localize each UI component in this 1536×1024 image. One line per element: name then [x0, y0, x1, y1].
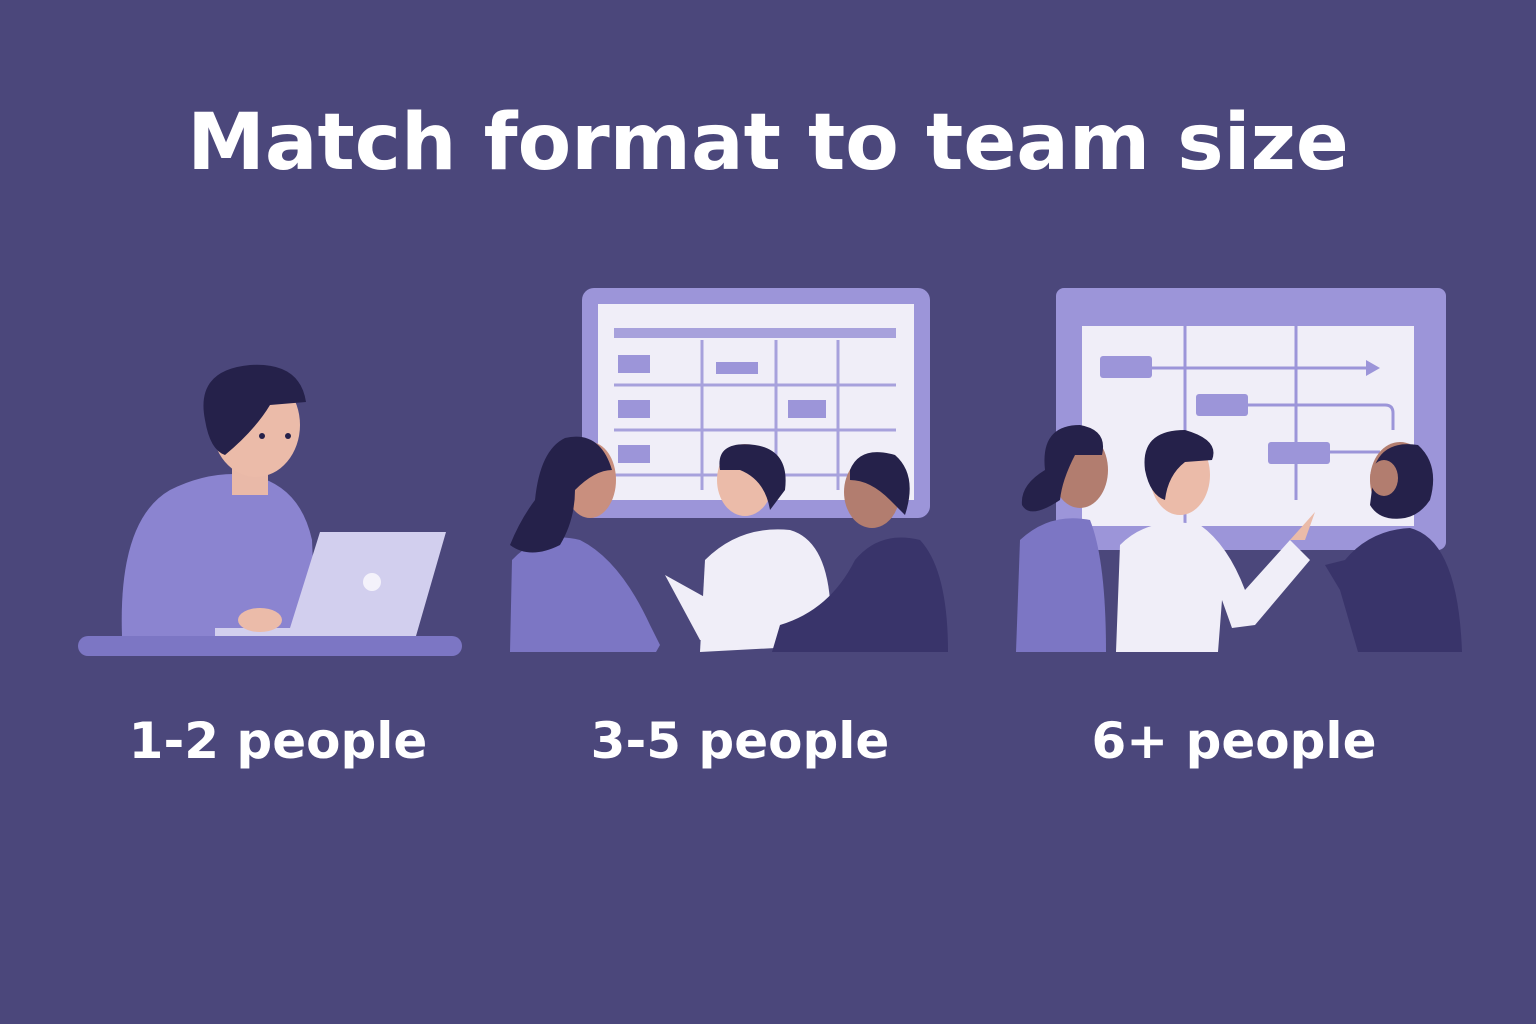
large-team-at-timeline-board-illustration: [1016, 288, 1462, 652]
panel-label-medium: 3-5 people: [590, 712, 890, 770]
panel-label-large: 6+ people: [1091, 712, 1377, 770]
person-with-laptop-illustration: [78, 364, 462, 656]
panel-label-small: 1-2 people: [128, 712, 428, 770]
small-team-at-board-illustration: [510, 288, 948, 652]
page-title: Match format to team size: [187, 98, 1349, 188]
